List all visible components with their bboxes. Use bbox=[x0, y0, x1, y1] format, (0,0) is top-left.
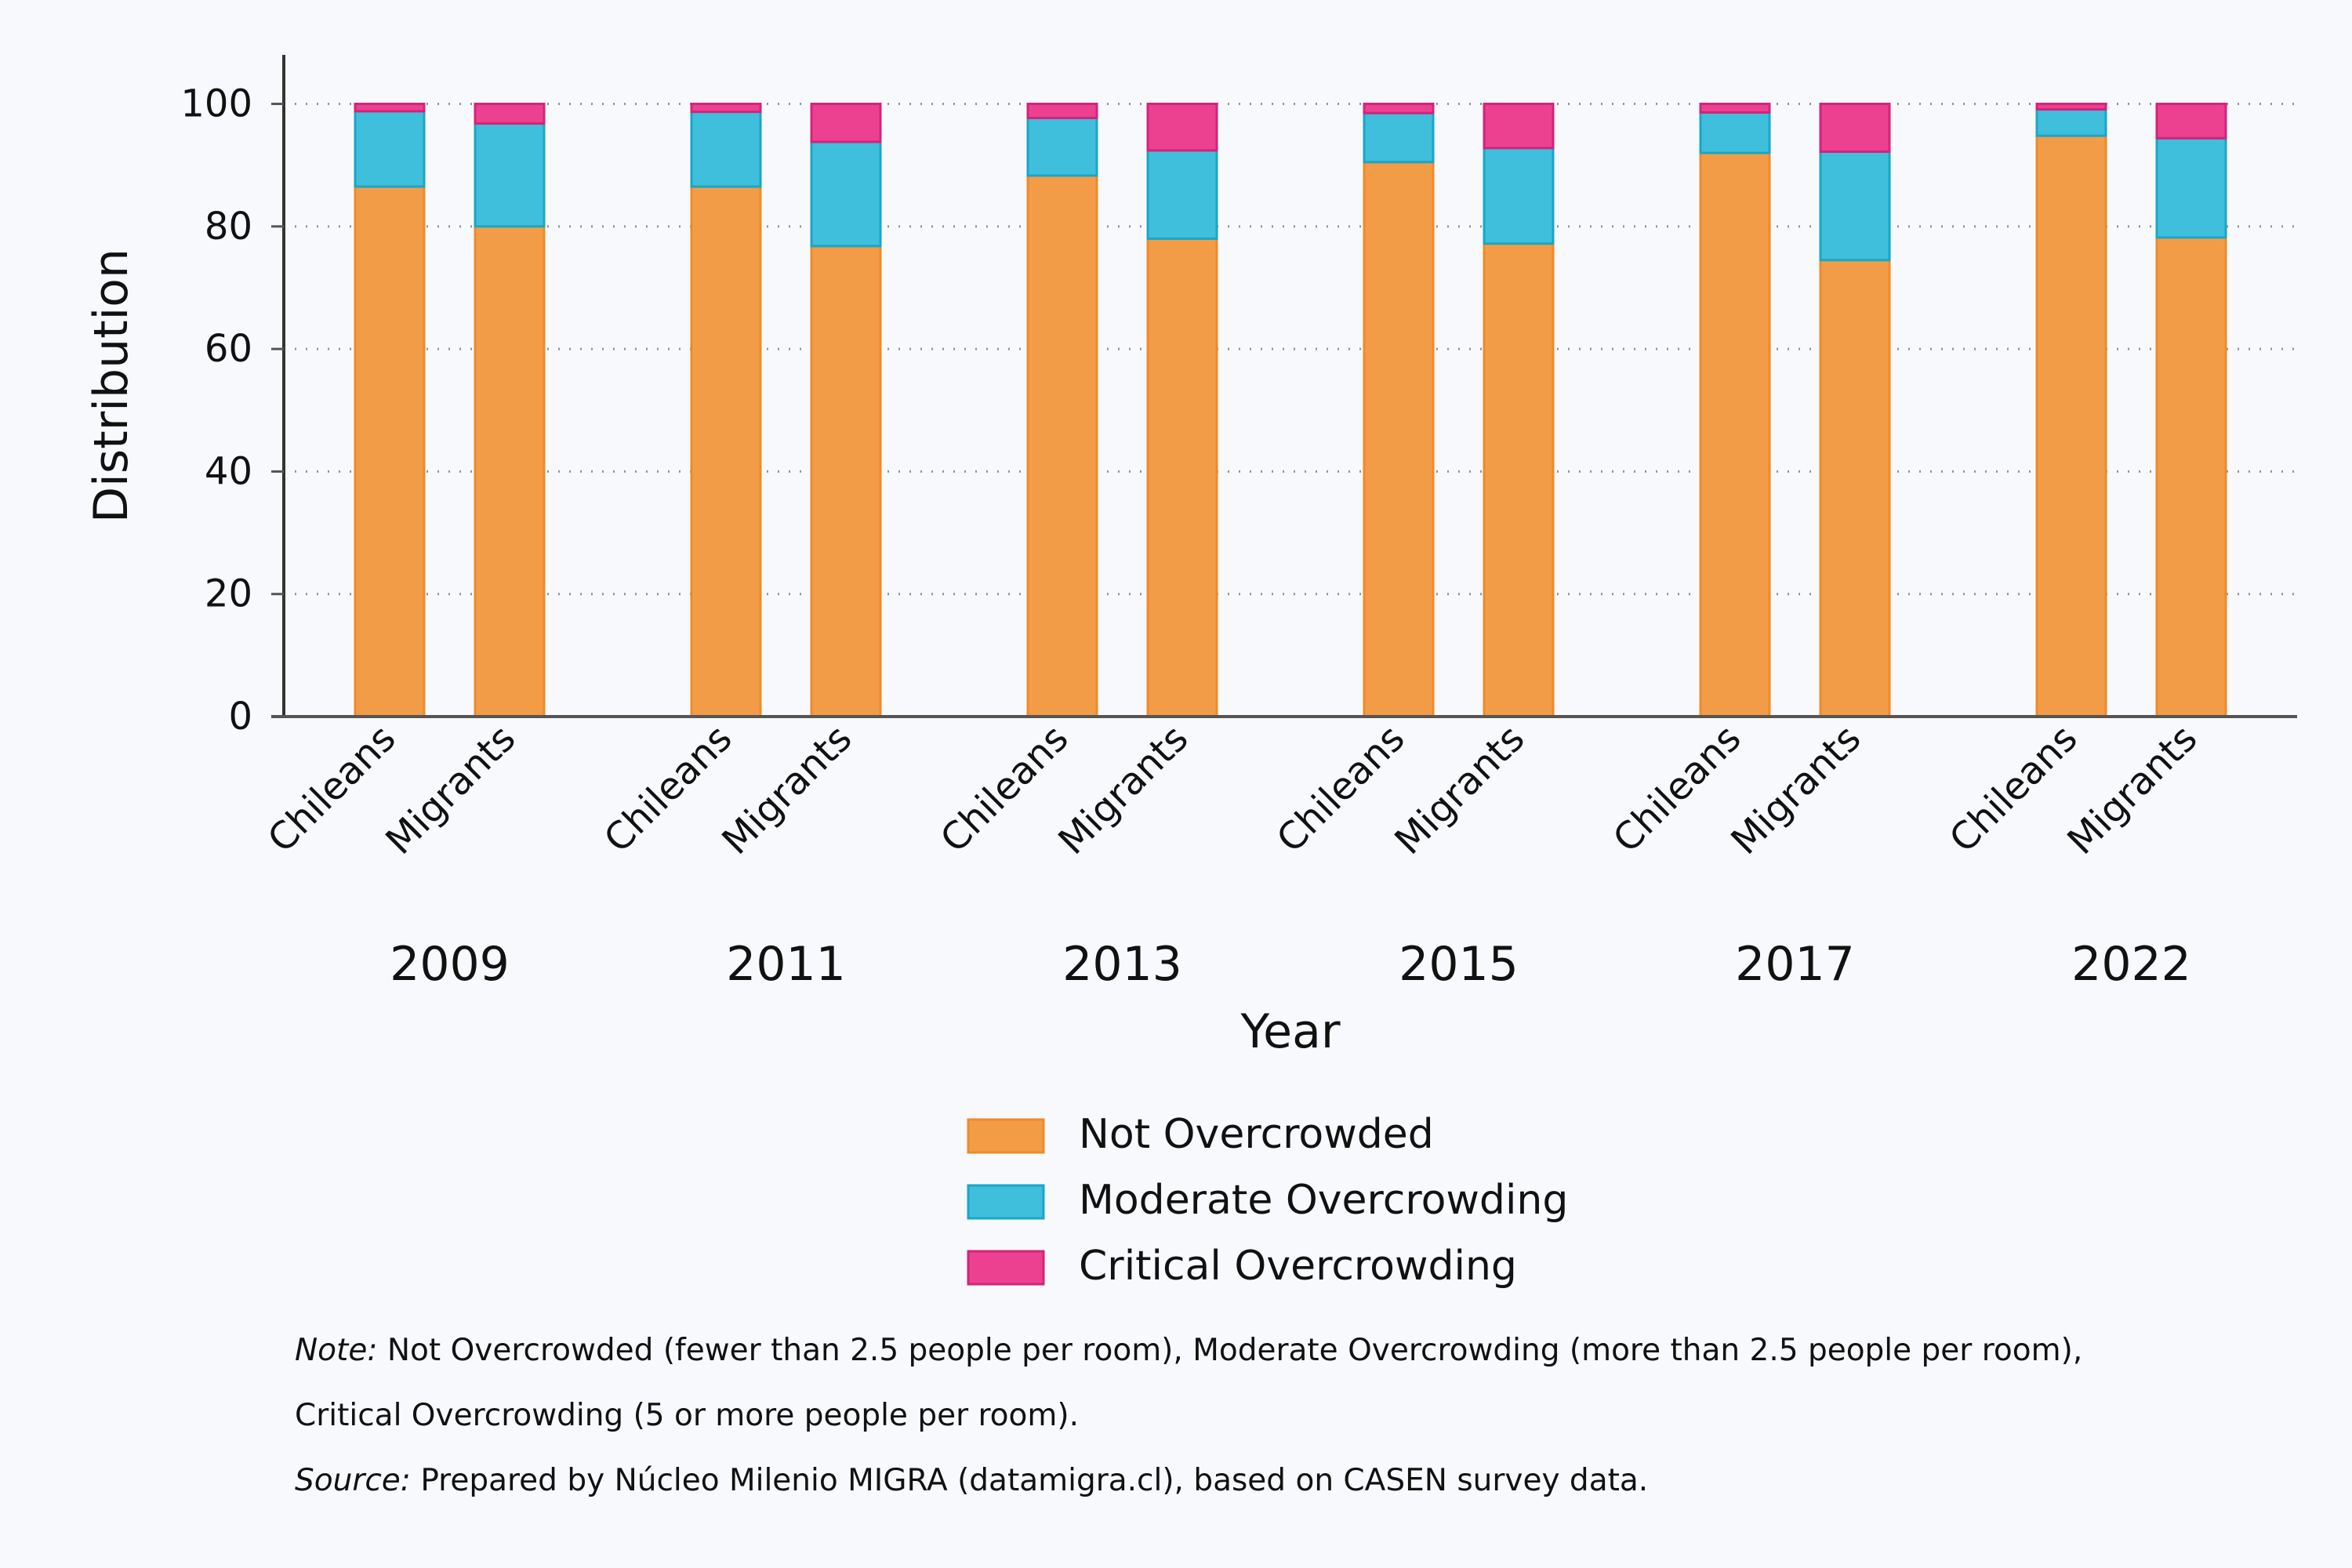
bar-segment-not-overcrowded bbox=[810, 245, 882, 718]
bar-segment-critical-overcrowding bbox=[2155, 103, 2227, 140]
bar-segment-moderate-overcrowding bbox=[1026, 116, 1098, 177]
x-axis-title: Year bbox=[1240, 1004, 1340, 1059]
bar-segment-moderate-overcrowding bbox=[2155, 136, 2227, 239]
legend: Not Overcrowded Moderate Overcrowding Crit… bbox=[967, 1111, 1568, 1290]
note-text-2: Critical Overcrowding (5 or more people … bbox=[295, 1398, 1080, 1433]
bar-segment-moderate-overcrowding bbox=[1363, 111, 1435, 164]
x-category-label: Chileans bbox=[1941, 717, 2086, 862]
bar-segment-not-overcrowded bbox=[2035, 134, 2107, 718]
y-tick-label: 80 bbox=[205, 205, 252, 249]
note-label: Note: bbox=[295, 1333, 378, 1368]
bar-segment-critical-overcrowding bbox=[1026, 103, 1098, 119]
y-tick-label: 100 bbox=[180, 82, 252, 126]
bar-segment-critical-overcrowding bbox=[2035, 103, 2107, 111]
bar-segment-critical-overcrowding bbox=[1146, 103, 1218, 152]
bar-segment-moderate-overcrowding bbox=[810, 140, 882, 248]
bar-segment-critical-overcrowding bbox=[1699, 103, 1771, 114]
x-category-label: Chileans bbox=[596, 717, 741, 862]
legend-swatch bbox=[967, 1118, 1045, 1154]
bar-segment-moderate-overcrowding bbox=[1483, 147, 1555, 245]
bar-segment-critical-overcrowding bbox=[690, 103, 762, 114]
bar-segment-not-overcrowded bbox=[690, 185, 762, 718]
legend-swatch bbox=[967, 1184, 1045, 1220]
bar-segment-critical-overcrowding bbox=[354, 103, 426, 113]
x-category-label: Migrants bbox=[1050, 717, 1196, 863]
bar-segment-not-overcrowded bbox=[354, 185, 426, 718]
x-category-label: Migrants bbox=[377, 717, 524, 863]
x-category-label: Chileans bbox=[1605, 717, 1750, 862]
y-tick-label: 60 bbox=[205, 327, 252, 371]
gridlines bbox=[284, 103, 2297, 596]
bar-segment-critical-overcrowding bbox=[1363, 103, 1435, 114]
y-tick-label: 40 bbox=[205, 449, 252, 493]
legend-swatch bbox=[967, 1250, 1045, 1286]
axes bbox=[271, 55, 2297, 718]
y-tick-labels: 0 20 40 60 80 100 bbox=[180, 82, 284, 739]
y-axis-title: Distribution bbox=[84, 249, 139, 523]
x-group-labels: 2009 2011 2013 2015 2017 2022 bbox=[390, 937, 2191, 992]
source-line: Source: Prepared by Núcleo Milenio MIGRA… bbox=[295, 1463, 2255, 1498]
legend-label: Not Overcrowded bbox=[1079, 1111, 1434, 1158]
x-category-label: Migrants bbox=[1386, 717, 1533, 863]
bar-segment-critical-overcrowding bbox=[1483, 103, 1555, 150]
bars bbox=[354, 103, 2227, 718]
bar-segment-not-overcrowded bbox=[1363, 161, 1435, 718]
y-tick-label: 20 bbox=[205, 572, 252, 616]
bar-segment-critical-overcrowding bbox=[474, 103, 546, 125]
bar-segment-moderate-overcrowding bbox=[1146, 149, 1218, 240]
legend-label: Moderate Overcrowding bbox=[1079, 1177, 1568, 1224]
legend-label: Critical Overcrowding bbox=[1079, 1243, 1517, 1290]
x-group-label: 2009 bbox=[390, 937, 510, 992]
note-text-1: Not Overcrowded (fewer than 2.5 people p… bbox=[377, 1333, 2083, 1368]
x-category-label: Migrants bbox=[713, 717, 860, 863]
y-tick-label: 0 bbox=[228, 695, 252, 739]
bar-segment-not-overcrowded bbox=[1699, 151, 1771, 718]
x-group-label: 2022 bbox=[2071, 937, 2191, 992]
note-line-2: Critical Overcrowding (5 or more people … bbox=[295, 1398, 2255, 1433]
bar-segment-moderate-overcrowding bbox=[690, 111, 762, 188]
x-category-label: Migrants bbox=[1722, 717, 1869, 863]
bar-segment-moderate-overcrowding bbox=[1699, 111, 1771, 154]
source-text: Prepared by Núcleo Milenio MIGRA (datami… bbox=[410, 1463, 1649, 1498]
bar-segment-not-overcrowded bbox=[1026, 174, 1098, 718]
bar-segment-moderate-overcrowding bbox=[1819, 150, 1891, 262]
bar-segment-not-overcrowded bbox=[1819, 259, 1891, 718]
x-group-label: 2017 bbox=[1735, 937, 1855, 992]
x-group-label: 2015 bbox=[1399, 937, 1519, 992]
x-category-label: Migrants bbox=[2059, 717, 2205, 863]
x-category-label: Chileans bbox=[1269, 717, 1414, 862]
bar-segment-moderate-overcrowding bbox=[474, 122, 546, 228]
note-line-1: Note: Not Overcrowded (fewer than 2.5 pe… bbox=[295, 1333, 2255, 1368]
x-group-label: 2013 bbox=[1062, 937, 1182, 992]
x-category-label: Chileans bbox=[260, 717, 405, 862]
bar-segment-not-overcrowded bbox=[2155, 236, 2227, 718]
bar-segment-critical-overcrowding bbox=[810, 103, 882, 143]
bar-segment-not-overcrowded bbox=[1146, 237, 1218, 718]
bar-segment-moderate-overcrowding bbox=[2035, 108, 2107, 137]
bar-segment-moderate-overcrowding bbox=[354, 110, 426, 188]
x-category-label: Chileans bbox=[932, 717, 1077, 862]
bar-segment-critical-overcrowding bbox=[1819, 103, 1891, 153]
x-group-label: 2011 bbox=[726, 937, 846, 992]
bar-segment-not-overcrowded bbox=[474, 225, 546, 718]
bar-segment-not-overcrowded bbox=[1483, 242, 1555, 718]
source-label: Source: bbox=[295, 1463, 411, 1498]
